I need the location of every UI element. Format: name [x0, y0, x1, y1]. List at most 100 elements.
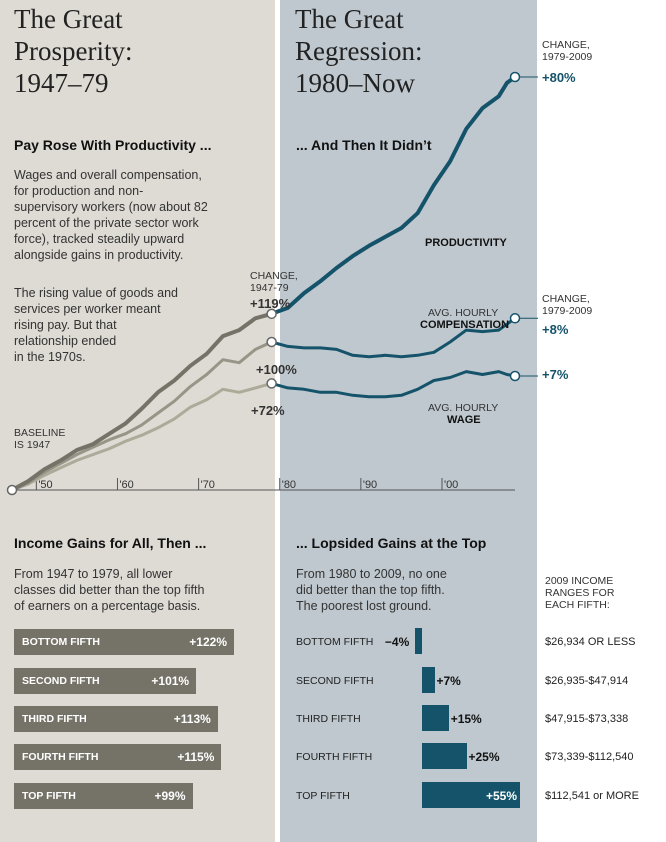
- left-era-panel: [0, 0, 275, 842]
- right-bar: [422, 782, 520, 808]
- left-bar: THIRD FIFTH +113%: [14, 706, 218, 732]
- right-bar: [422, 743, 467, 769]
- right-title-line1: The Great: [295, 4, 404, 34]
- point-marker-1979: [266, 378, 277, 389]
- right-bar-category: FOURTH FIFTH: [296, 751, 373, 763]
- income-right-text-line: From 1980 to 2009, no one: [296, 567, 447, 581]
- para2-line: The rising value of goods and: [14, 286, 178, 300]
- para2-line: relationship ended: [14, 334, 117, 348]
- right-bar-value: +7%: [436, 674, 461, 688]
- left-bar-value: +122%: [189, 635, 227, 649]
- change-7909-top-label-line: CHANGE,: [542, 39, 590, 51]
- left-bar-category: THIRD FIFTH: [22, 713, 87, 725]
- compensation-series-label-line1: AVG. HOURLY: [428, 307, 499, 319]
- left-bar: SECOND FIFTH +101%: [14, 668, 197, 694]
- left-bar-value: +101%: [151, 674, 190, 688]
- left-chart-heading: Pay Rose With Productivity ...: [14, 137, 212, 153]
- income-right-heading: ... Lopsided Gains at the Top: [296, 535, 487, 551]
- right-era-panel: [280, 0, 537, 842]
- left-title-line1: The Great: [14, 4, 123, 34]
- right-bar-value: −4%: [384, 635, 410, 649]
- right-bar-value: +15%: [450, 712, 482, 726]
- left-bar: TOP FIFTH +99%: [14, 783, 193, 809]
- right-bar: [414, 628, 422, 654]
- income-right-text-line: The poorest lost ground.: [296, 599, 432, 613]
- productivity-series-label: PRODUCTIVITY: [425, 237, 507, 249]
- left-bar-value: +115%: [177, 750, 215, 764]
- right-bar-value: +55%: [486, 789, 518, 803]
- baseline-label-line: BASELINE: [14, 427, 66, 439]
- left-bar-category: FOURTH FIFTH: [22, 751, 99, 763]
- wage-change-7909: +7%: [542, 367, 569, 382]
- point-marker-2009: [509, 370, 521, 382]
- income-range: $26,935-$47,914: [545, 675, 629, 687]
- left-bar-value: +113%: [173, 712, 211, 726]
- x-axis-tick-label: '00: [444, 479, 458, 491]
- change-4779-label-line: 1947-79: [250, 282, 289, 294]
- income-right-text-line: did better than the top fifth.: [296, 583, 445, 597]
- series-layer: [10, 75, 517, 492]
- left-bar-category: TOP FIFTH: [22, 790, 76, 802]
- series-line-1979-2009: [269, 75, 517, 316]
- right-bar: [422, 705, 449, 731]
- change-4779-label-line: CHANGE,: [250, 270, 298, 282]
- x-axis-tick-label: '50: [38, 479, 52, 491]
- change-7909-mid-label-line: CHANGE,: [542, 293, 590, 305]
- para1-line: percent of the private sector work: [14, 216, 199, 230]
- para2-line: rising pay. But that: [14, 318, 117, 332]
- wage-series-label-line1: AVG. HOURLY: [428, 402, 499, 414]
- series-line-1947-79: [10, 311, 274, 492]
- right-bar-value: +25%: [468, 750, 500, 764]
- income-range: $112,541 or MORE: [545, 790, 639, 802]
- right-bar-category: SECOND FIFTH: [296, 675, 374, 687]
- line-chart: '50 '60 '70 '80 '90 '00: [6, 71, 538, 496]
- income-range: $47,915-$73,338: [545, 713, 629, 725]
- series-line-1947-79: [10, 340, 274, 492]
- right-bar-category: BOTTOM FIFTH: [296, 636, 374, 648]
- x-axis-tick-label: '70: [201, 479, 215, 491]
- ranges-heading-line: EACH FIFTH:: [545, 599, 610, 611]
- income-left-text-line: of earners on a percentage basis.: [14, 599, 201, 613]
- income-left-heading: Income Gains for All, Then ...: [14, 535, 207, 551]
- x-axis-tick-label: '90: [363, 479, 377, 491]
- productivity-change-4779: +119%: [250, 296, 291, 311]
- baseline-label-line: IS 1947: [14, 439, 51, 451]
- left-title-line2: Prosperity:: [14, 36, 133, 66]
- right-bar: [422, 667, 435, 693]
- left-bar: FOURTH FIFTH +115%: [14, 744, 222, 770]
- left-title-line3: 1947–79: [14, 68, 109, 98]
- change-7909-mid-label-line: 1979-2009: [542, 305, 593, 317]
- income-left-text-line: classes did better than the top fifth: [14, 583, 205, 597]
- point-marker-1979: [266, 336, 277, 348]
- x-axis-tick-label: '80: [282, 479, 296, 491]
- wage-series-label-line2: WAGE: [447, 414, 481, 426]
- left-bar-category: SECOND FIFTH: [22, 675, 100, 687]
- right-title-line2: Regression:: [295, 36, 423, 66]
- right-title-line3: 1980–Now: [295, 68, 415, 98]
- right-bar-category: TOP FIFTH: [296, 790, 350, 802]
- para2-line: in the 1970s.: [14, 350, 86, 364]
- left-bar: BOTTOM FIFTH +122%: [14, 629, 234, 655]
- series-line-1947-79: [10, 381, 274, 492]
- change-7909-top-label-line: 1979-2009: [542, 51, 593, 63]
- baseline-marker: [6, 484, 18, 496]
- compensation-series-label-line2: COMPENSATION: [420, 319, 510, 331]
- series-line-1979-2009: [270, 370, 517, 399]
- series-line-1979-2009: [270, 316, 517, 359]
- para1-line: force), tracked steadily upward: [14, 232, 185, 246]
- income-range: $26,934 OR LESS: [545, 636, 636, 648]
- para2-line: services per worker meant: [14, 302, 161, 316]
- x-axis-tick-label: '60: [119, 479, 133, 491]
- ranges-heading-line: RANGES FOR: [545, 587, 615, 599]
- wage-change-4779: +72%: [251, 403, 285, 418]
- income-left-text-line: From 1947 to 1979, all lower: [14, 567, 173, 581]
- para1-line: Wages and overall compensation,: [14, 168, 202, 182]
- marker-layer: [6, 71, 538, 496]
- income-range: $73,339-$112,540: [545, 751, 634, 763]
- right-chart-heading: ... And Then It Didn’t: [296, 137, 432, 153]
- point-marker-1979: [266, 308, 277, 320]
- para1-line: alongside gains in productivity.: [14, 248, 184, 262]
- right-bar-category: THIRD FIFTH: [296, 713, 361, 725]
- ranges-heading-line: 2009 INCOME: [545, 575, 614, 587]
- para1-line: supervisory workers (now about 82: [14, 200, 208, 214]
